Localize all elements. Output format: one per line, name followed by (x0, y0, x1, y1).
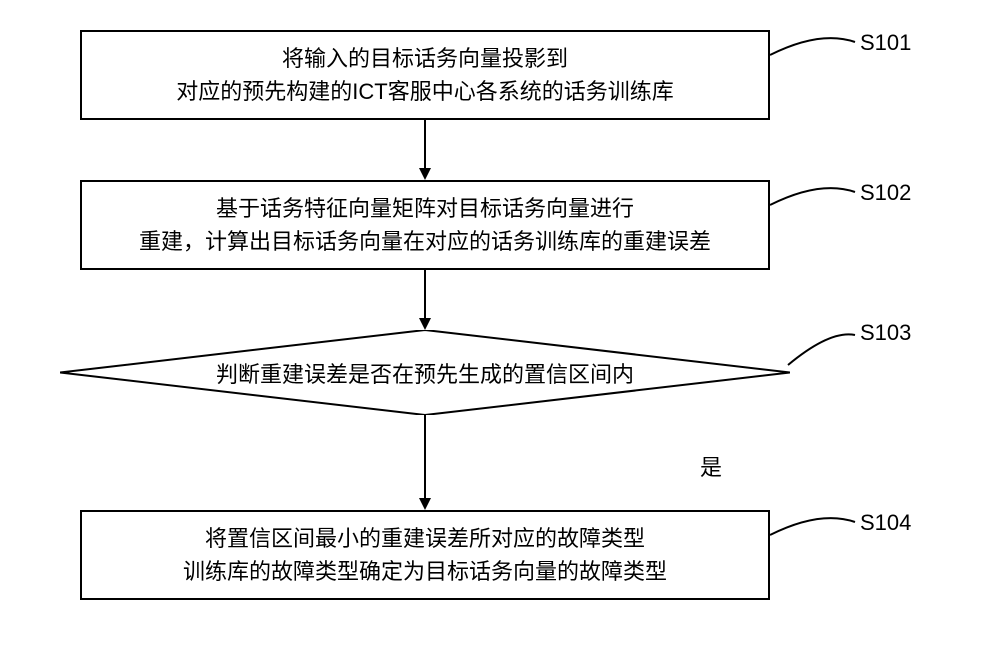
s104-line2: 训练库的故障类型确定为目标话务向量的故障类型 (183, 555, 667, 588)
s101-line2: 对应的预先构建的ICT客服中心各系统的话务训练库 (176, 75, 673, 108)
s104-line1: 将置信区间最小的重建误差所对应的故障类型 (205, 522, 645, 555)
s103-text: 判断重建误差是否在预先生成的置信区间内 (216, 357, 634, 389)
label-s103: S103 (860, 320, 911, 346)
label-s104: S104 (860, 510, 911, 536)
branch-yes: 是 (700, 450, 722, 482)
label-s102: S102 (860, 180, 911, 206)
s102-line2: 重建，计算出目标话务向量在对应的话务训练库的重建误差 (139, 225, 711, 258)
s101-line1: 将输入的目标话务向量投影到 (282, 42, 568, 75)
step-s103: 判断重建误差是否在预先生成的置信区间内 (60, 330, 790, 415)
label-s101: S101 (860, 30, 911, 56)
step-s102: 基于话务特征向量矩阵对目标话务向量进行 重建，计算出目标话务向量在对应的话务训练… (80, 180, 770, 270)
flowchart-canvas: 将输入的目标话务向量投影到 对应的预先构建的ICT客服中心各系统的话务训练库 S… (0, 0, 1000, 647)
arrow-s102-s103 (415, 270, 435, 330)
step-s101: 将输入的目标话务向量投影到 对应的预先构建的ICT客服中心各系统的话务训练库 (80, 30, 770, 120)
arrow-s101-s102 (415, 120, 435, 180)
step-s104: 将置信区间最小的重建误差所对应的故障类型 训练库的故障类型确定为目标话务向量的故… (80, 510, 770, 600)
arrow-s103-s104 (415, 415, 435, 510)
s102-line1: 基于话务特征向量矩阵对目标话务向量进行 (216, 192, 634, 225)
